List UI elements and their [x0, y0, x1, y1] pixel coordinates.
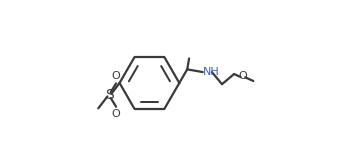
Text: S: S — [105, 88, 114, 102]
Text: NH: NH — [203, 67, 220, 77]
Text: O: O — [112, 71, 120, 81]
Text: O: O — [239, 71, 247, 81]
Text: O: O — [112, 109, 120, 119]
